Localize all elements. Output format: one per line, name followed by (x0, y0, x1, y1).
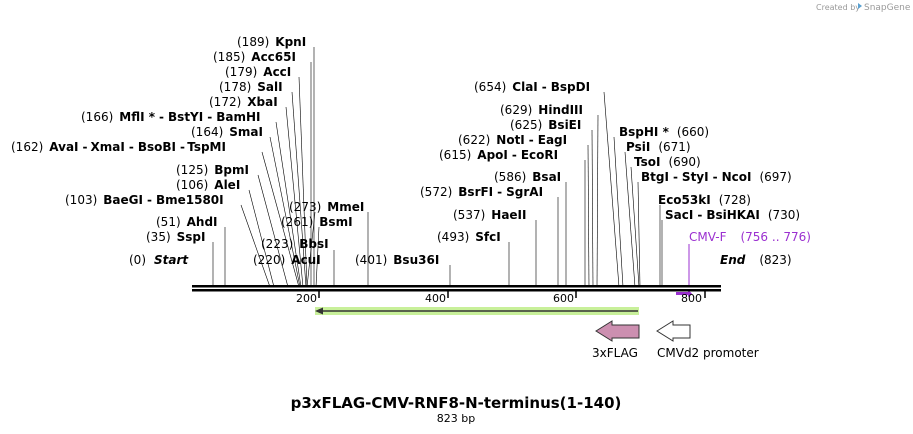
backbone-bottom-strand (192, 289, 721, 292)
site-label: (178) SalI (219, 80, 283, 94)
site-label: (125) BpmI (176, 163, 249, 177)
site-label: (622) NotI - EagI (458, 133, 567, 147)
site-labels: (189) KpnI (185) Acc65I (179) AccI (178) Sal… (11, 35, 800, 267)
site-label: (51) AhdI (156, 215, 218, 229)
brand-created-by: Created by (816, 3, 860, 12)
site-label: BspHI * (660) (619, 125, 709, 139)
site-label: (106) AleI (176, 178, 240, 192)
primer-bar (676, 292, 690, 295)
map-length: 823 bp (437, 412, 475, 425)
site-label: (166) MflI * - BstYI - BamHI (81, 110, 260, 124)
site-label: TsoI (690) (634, 155, 701, 169)
3xflag-arrow-icon (595, 320, 640, 342)
connector-bamhi (275, 121, 302, 288)
primer-label: CMV-F (756 .. 776) (689, 230, 811, 244)
orf-arrow (315, 307, 639, 315)
site-label: (273) MmeI (289, 200, 364, 214)
site-label: (572) BsrFI - SgrAI (420, 185, 543, 199)
site-label: (185) Acc65I (213, 50, 296, 64)
site-label: (629) HindIII (500, 103, 583, 117)
site-label: (493) SfcI (437, 230, 501, 244)
end-marker: End (823) (720, 253, 792, 267)
connector-bme1580i (240, 204, 271, 288)
primer-arrow-icon (688, 290, 692, 297)
site-label: (164) SmaI (191, 125, 263, 139)
site-label: (223) BbsI (261, 237, 329, 251)
site-label: (586) BsaI (494, 170, 561, 184)
connector-psii (624, 151, 636, 288)
orf-arrowhead-icon (315, 307, 323, 315)
connector-bsmi (315, 226, 320, 288)
site-label: (189) KpnI (237, 35, 306, 49)
site-label: (261) BsmI (281, 215, 353, 229)
connector-mmei (306, 211, 316, 288)
brand-app-name: SnapGene (864, 3, 911, 13)
connector-xbai (285, 106, 304, 288)
site-connectors (212, 47, 663, 288)
site-label: (35) SspI (146, 230, 205, 244)
connector-alei (248, 189, 275, 288)
site-label: (162) AvaI - XmaI - BsoBI - TspMI (11, 140, 226, 154)
connector-hindiii (596, 114, 599, 288)
feature-cmvd2-promoter: CMVd2 promoter (656, 320, 759, 360)
backbone-top-strand (192, 285, 721, 288)
site-label: (615) ApoI - EcoRI (439, 148, 558, 162)
connector-tsoi (630, 166, 640, 288)
site-label: Eco53kI (728) (658, 193, 751, 207)
connector-eagi (587, 144, 590, 288)
feature-label: 3xFLAG (592, 346, 638, 360)
connector-bpmi (257, 174, 289, 288)
tick-label: 800 (681, 292, 702, 305)
site-label: (179) AccI (225, 65, 291, 79)
site-label: BtgI - StyI - NcoI (697) (641, 170, 792, 184)
snapgene-branding: Created by SnapGene (816, 3, 911, 13)
connector-tspmi (261, 151, 300, 288)
site-label: PsiI (671) (626, 140, 691, 154)
site-label: (172) XbaI (209, 95, 278, 109)
connector-bspdi (603, 91, 620, 288)
snapgene-logo-icon (858, 3, 862, 9)
connector-smai (269, 136, 301, 288)
site-label: (625) BsiEI (510, 118, 581, 132)
site-label: (401) Bsu36I (355, 253, 439, 267)
connector-ncoi (637, 181, 641, 288)
primer-cmv-f: CMV-F (756 .. 776) (676, 230, 811, 297)
map-title: p3xFLAG-CMV-RNF8-N-terminus(1-140) (291, 394, 622, 412)
tick-label: 200 (296, 292, 317, 305)
connector-bsphi (613, 136, 624, 288)
site-label: (654) ClaI - BspDI (474, 80, 590, 94)
site-label: (537) HaeII (453, 208, 527, 222)
site-label: (220) AcuI (253, 253, 321, 267)
site-label: SacI - BsiHKAI (730) (665, 208, 800, 222)
feature-3xflag: 3xFLAG (592, 320, 640, 360)
sequence-backbone: 200 400 600 800 (192, 285, 721, 305)
feature-label: CMVd2 promoter (657, 346, 759, 360)
connector-acci (298, 76, 308, 288)
tick-label: 600 (553, 292, 574, 305)
connector-bsiei (591, 129, 594, 288)
start-marker: (0) Start (129, 253, 189, 267)
cmvd2-promoter-arrow-icon (656, 320, 691, 342)
tick-label: 400 (425, 292, 446, 305)
connector-sali (291, 91, 307, 288)
site-label: (103) BaeGI - Bme1580I (65, 193, 224, 207)
